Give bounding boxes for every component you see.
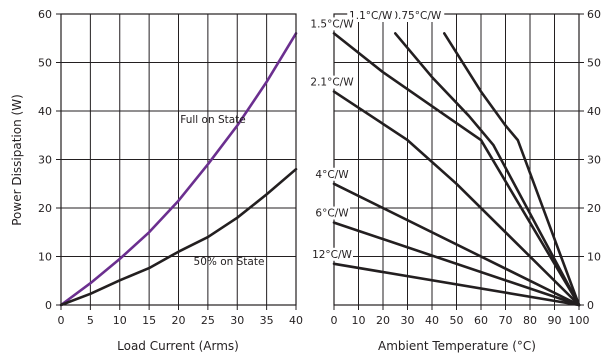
x-tick-label: 70: [499, 314, 513, 327]
x-tick-label: 40: [425, 314, 439, 327]
series-line-12-c-w: [332, 262, 581, 307]
y-tick-label: 10: [587, 251, 601, 264]
x-tick-label: 50: [450, 314, 464, 327]
series-label-1-5-c-w: 1.5°C/W: [310, 18, 354, 30]
y-tick-label: 0: [45, 299, 52, 312]
y-tick-label: 0: [587, 299, 594, 312]
series-line-1-5-c-w: [332, 32, 581, 307]
x-tick-label: 30: [401, 314, 415, 327]
y-tick-label: 30: [587, 154, 601, 167]
series-label-2-1-c-w: 2.1°C/W: [310, 77, 354, 89]
x-tick-label: 5: [87, 314, 94, 327]
y-tick-label: 20: [38, 202, 52, 215]
right-x-axis-label: Ambient Temperature (°C): [378, 339, 536, 353]
right-plot-ticks: 0 10 20 30 40 50 60 70 80 90 100 0 10 20 30 40 50 60: [331, 8, 602, 327]
y-tick-label: 60: [38, 8, 52, 21]
series-line-0-75-c-w: [442, 32, 581, 307]
right-plot-lines: [332, 32, 581, 307]
y-tick-label: 30: [38, 154, 52, 167]
left-plot-frame: [60, 13, 297, 306]
x-tick-label: 10: [113, 314, 127, 327]
right-plot-line-labels: 0.75°C/W1.1°C/W1.5°C/W 2.1°C/W 4°C/W 6°C/W 1…: [308, 9, 445, 261]
x-tick-label: 15: [142, 314, 156, 327]
series-line-2-1-c-w: [332, 90, 581, 307]
x-tick-label: 60: [474, 314, 488, 327]
series-label-bg-12-c-w: [311, 247, 353, 261]
y-tick-label: 40: [587, 105, 601, 118]
left-plot-grid: [56, 13, 297, 310]
series-line-50-on-state: [59, 167, 298, 307]
series-label-50pct-on-state: 50% on State: [194, 256, 265, 268]
x-tick-label: 10: [352, 314, 366, 327]
y-tick-label: 40: [38, 105, 52, 118]
left-plot-lines: [59, 32, 298, 307]
series-line-6-c-w: [332, 221, 581, 307]
x-tick-label: 20: [376, 314, 390, 327]
series-label-0-75-c-w: 0.75°C/W: [391, 10, 441, 22]
series-label-12-c-w: 12°C/W: [312, 249, 352, 261]
series-line-1-1-c-w: [393, 32, 581, 307]
series-label-bg-6-c-w: [314, 206, 350, 220]
series-label-bg-2-1-c-w: [308, 75, 356, 89]
y-tick-label: 10: [38, 251, 52, 264]
series-line-full-on-state: [59, 32, 298, 307]
y-tick-label: 50: [38, 57, 52, 70]
x-tick-label: 40: [289, 314, 303, 327]
left-y-axis-label: Power Dissipation (W): [10, 94, 24, 226]
left-plot-ticks: 0 5 10 15 20 25 30 35 40 0 10 20 30 40 50 60: [38, 8, 303, 327]
series-label-6-c-w: 6°C/W: [315, 208, 349, 220]
x-tick-label: 30: [230, 314, 244, 327]
x-tick-label: 20: [172, 314, 186, 327]
y-tick-label: 20: [587, 202, 601, 215]
left-x-axis-label: Load Current (Arms): [117, 339, 239, 353]
series-label-bg-1-1-c-w: [347, 9, 396, 22]
x-tick-label: 0: [58, 314, 65, 327]
y-tick-label: 50: [587, 57, 601, 70]
series-label-bg-1-5-c-w: [308, 17, 356, 31]
series-label-1-1-c-w: 1.1°C/W: [349, 10, 393, 22]
series-label-full-on-state: Full on State: [180, 114, 246, 126]
x-tick-label: 0: [331, 314, 338, 327]
right-plot-grid: [333, 13, 584, 310]
series-label-4-c-w: 4°C/W: [315, 169, 349, 181]
x-tick-label: 25: [201, 314, 215, 327]
x-tick-label: 35: [260, 314, 274, 327]
right-plot-frame: [333, 13, 580, 306]
y-tick-label: 60: [587, 8, 601, 21]
x-tick-label: 100: [569, 314, 590, 327]
series-label-bg-0-75-c-w: [390, 9, 445, 22]
series-label-bg-4-c-w: [314, 167, 350, 181]
series-line-4-c-w: [332, 182, 581, 307]
x-tick-label: 90: [548, 314, 562, 327]
x-tick-label: 80: [523, 314, 537, 327]
